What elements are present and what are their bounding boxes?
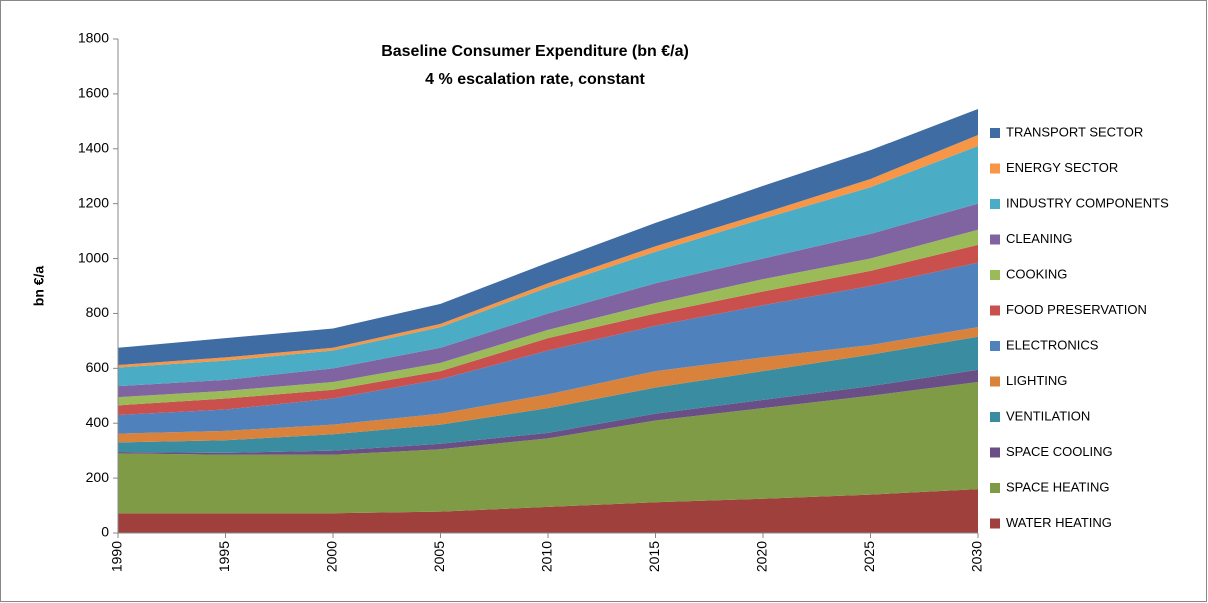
legend-swatch	[990, 270, 1000, 280]
area	[118, 369, 978, 455]
x-tick-label: 1990	[109, 541, 125, 572]
legend-label: INDUSTRY COMPONENTS	[1006, 195, 1169, 210]
chart-title: Baseline Consumer Expenditure (bn €/a)	[381, 43, 689, 60]
legend-swatch	[990, 234, 1000, 245]
legend-swatch	[990, 341, 1000, 351]
legend-swatch	[990, 128, 1000, 138]
legend-label: ENERGY SECTOR	[1006, 160, 1118, 175]
area	[118, 146, 978, 387]
legend-label: CLEANING	[1006, 231, 1072, 246]
y-tick-label: 800	[86, 304, 110, 320]
x-tick-label: 2005	[431, 541, 447, 572]
y-tick-label: 600	[86, 359, 110, 375]
legend-label: ELECTRONICS	[1006, 337, 1099, 352]
area	[118, 382, 978, 514]
legend-swatch	[990, 305, 1000, 316]
y-tick-label: 1000	[78, 249, 109, 265]
y-tick-label: 1800	[78, 30, 109, 46]
legend-label: SPACE COOLING	[1006, 444, 1113, 459]
legend-label: COOKING	[1006, 266, 1067, 281]
legend-swatch	[990, 483, 1000, 493]
x-tick-label: 2015	[646, 541, 662, 572]
legend-label: VENTILATION	[1006, 408, 1090, 423]
chart-subtitle: 4 % escalation rate, constant	[425, 71, 645, 88]
legend-swatch	[990, 412, 1000, 422]
x-tick-label: 2020	[754, 541, 770, 572]
legend-swatch	[990, 518, 1000, 529]
legend-label: TRANSPORT SECTOR	[1006, 124, 1143, 139]
y-tick-label: 1400	[78, 139, 109, 155]
x-tick-label: 1995	[216, 541, 232, 572]
legend-swatch	[990, 199, 1000, 209]
y-tick-label: 400	[86, 414, 110, 430]
x-tick-label: 2010	[539, 541, 555, 572]
legend-label: SPACE HEATING	[1006, 479, 1110, 494]
legend-label: FOOD PRESERVATION	[1006, 302, 1147, 317]
area	[118, 262, 978, 434]
legend-label: LIGHTING	[1006, 373, 1067, 388]
y-tick-label: 1600	[78, 85, 109, 101]
legend-swatch	[990, 163, 1000, 174]
y-tick-label: 200	[86, 469, 110, 485]
y-tick-label: 1200	[78, 194, 109, 210]
x-tick-label: 2025	[861, 541, 877, 572]
legend-swatch	[990, 447, 1000, 458]
y-axis-label: bn €/a	[31, 266, 47, 307]
legend-label: WATER HEATING	[1006, 515, 1112, 530]
x-tick-label: 2000	[324, 541, 340, 572]
x-tick-label: 2030	[969, 541, 985, 572]
area	[118, 336, 978, 453]
legend-swatch	[990, 376, 1000, 387]
area	[118, 489, 978, 533]
y-tick-label: 0	[101, 524, 109, 540]
